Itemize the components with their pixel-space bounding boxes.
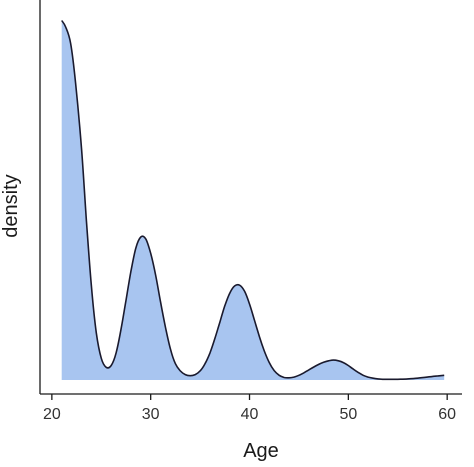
y-axis-title: density — [0, 174, 22, 237]
x-tick-label: 50 — [339, 406, 357, 423]
plot-area — [61, 20, 445, 381]
x-tick-label: 30 — [142, 406, 160, 423]
x-axis-ticks: 20 30 40 50 60 — [43, 394, 456, 423]
density-line — [61, 20, 445, 381]
density-area — [61, 20, 445, 380]
x-tick-label: 40 — [241, 406, 259, 423]
x-axis-title: Age — [243, 440, 279, 462]
x-tick-label: 60 — [438, 406, 456, 423]
x-tick-label: 20 — [43, 406, 61, 423]
